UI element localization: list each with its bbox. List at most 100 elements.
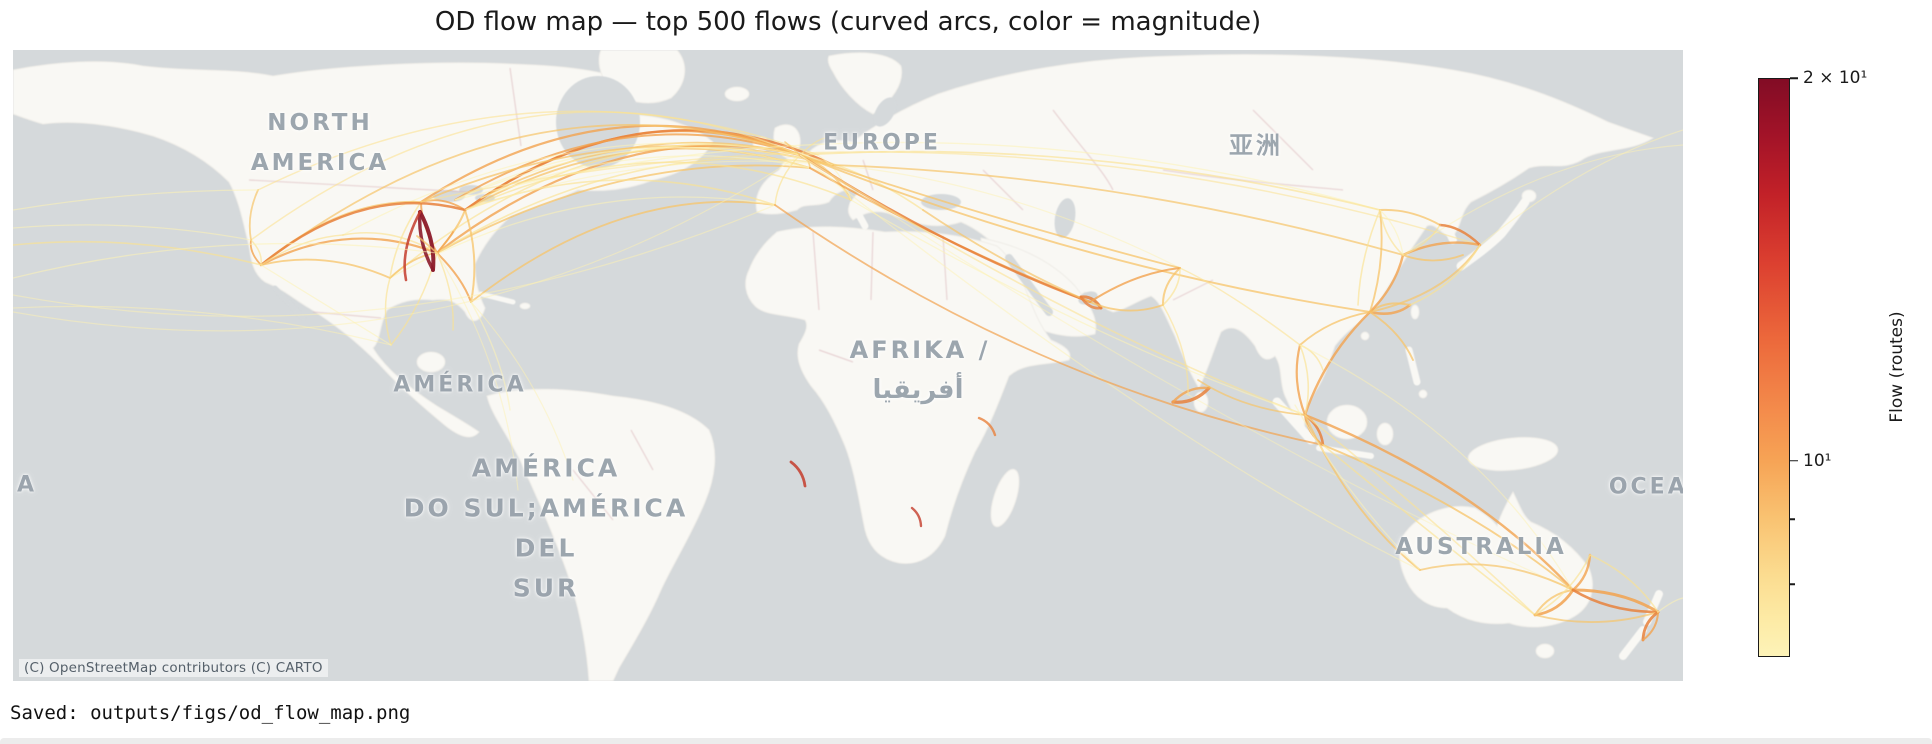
flow-arc xyxy=(1303,413,1575,592)
map-region-label: AFRIKA / xyxy=(849,336,991,364)
flow-arc xyxy=(259,237,439,267)
flow-arc xyxy=(419,124,802,204)
flow-arc xyxy=(1295,343,1307,417)
flow-arc xyxy=(420,151,1481,246)
water-baltic xyxy=(873,97,897,127)
colorbar-tick-label: 2 × 10¹ xyxy=(1803,68,1868,88)
flow-arcs-svg xyxy=(13,110,1683,642)
map-attribution: (C) OpenStreetMap contributors (C) CARTO xyxy=(19,659,328,677)
flow-arc xyxy=(13,154,801,332)
flow-arc xyxy=(389,196,776,279)
flow-arc xyxy=(1657,597,1683,613)
flow-arc xyxy=(1197,379,1306,416)
flow-arc xyxy=(784,141,801,156)
flow-arc xyxy=(1299,344,1574,591)
flow-arc xyxy=(1402,144,1683,256)
flow-arc xyxy=(436,231,454,254)
flow-arc xyxy=(1368,253,1405,314)
flow-arc xyxy=(260,124,801,266)
flow-arc xyxy=(403,210,422,282)
flow-arc xyxy=(850,199,1306,416)
flow-arc xyxy=(1641,610,1660,642)
flow-arc xyxy=(1171,386,1211,404)
flow-arc xyxy=(1299,311,1371,346)
flow-arc xyxy=(1299,344,1310,416)
colorbar-axis-label: Flow (routes) xyxy=(1887,311,1907,423)
flow-arc xyxy=(1369,209,1383,313)
flow-arc xyxy=(260,258,391,279)
colorbar-tick xyxy=(1790,518,1795,520)
flow-arc xyxy=(454,141,1381,211)
flow-arc xyxy=(922,209,1091,303)
flow-arc xyxy=(259,201,467,267)
landmass-japan xyxy=(1456,197,1530,271)
flow-arc xyxy=(1369,311,1414,361)
flow-arc xyxy=(250,111,801,241)
flow-arc xyxy=(384,277,392,346)
colorbar-tick-label: 10¹ xyxy=(1803,450,1832,471)
flow-arc xyxy=(480,155,811,199)
flow-arc xyxy=(774,204,1324,446)
flow-arc xyxy=(1379,209,1404,256)
flow-arc xyxy=(799,154,1371,313)
flow-arc xyxy=(436,252,519,491)
flow-arc xyxy=(1304,414,1536,616)
flow-arc xyxy=(1533,588,1575,617)
flow-arc xyxy=(1479,129,1683,246)
flow-arc xyxy=(1419,563,1574,591)
flow-arc xyxy=(799,154,1421,571)
flow-arc xyxy=(789,460,807,488)
flow-arc xyxy=(1571,588,1660,614)
flow-arc xyxy=(1369,244,1481,313)
colorbar-tick xyxy=(1790,459,1798,462)
basemap-svg xyxy=(13,50,1663,681)
colorbar-tick xyxy=(1790,583,1795,585)
flow-arc xyxy=(1304,414,1421,571)
flow-arc xyxy=(799,154,1574,591)
world-map: NORTH AMERICA EUROPE 亚洲 AFRIKA / أفريقيا AMÉRI… xyxy=(13,50,1683,681)
flow-arc xyxy=(1534,611,1659,623)
water-gulf-california xyxy=(272,285,306,321)
flow-arc xyxy=(418,210,436,272)
flow-arc xyxy=(1079,295,1103,310)
flow-arc xyxy=(1589,554,1659,613)
flow-arc xyxy=(1409,244,1481,306)
flow-arc xyxy=(1089,267,1181,303)
flow-arc xyxy=(342,232,438,254)
flow-arc xyxy=(1571,553,1592,592)
figure-title: OD flow map — top 500 flows (curved arcs… xyxy=(434,7,1262,37)
landmass-madagascar xyxy=(990,468,1020,528)
flow-arc xyxy=(260,264,392,346)
status-line: Saved: outputs/figs/od_flow_map.png xyxy=(10,702,411,724)
flow-arc xyxy=(257,110,819,191)
flow-arc xyxy=(1438,223,1482,247)
flow-arc xyxy=(13,204,776,317)
flow-arc xyxy=(910,506,923,528)
map-region-label: AUSTRALIA xyxy=(1395,534,1567,560)
flow-arc xyxy=(799,154,1306,416)
flow-arc xyxy=(470,301,511,411)
flow-arc xyxy=(1642,611,1659,641)
flow-arc xyxy=(799,137,826,156)
flow-arc xyxy=(1368,303,1412,315)
flow-arc xyxy=(470,200,776,303)
flow-arc xyxy=(1162,267,1181,306)
flow-arc xyxy=(248,189,259,241)
flow-arc xyxy=(13,189,259,211)
flow-arc xyxy=(416,235,438,254)
colorbar-gradient xyxy=(1758,78,1790,657)
flow-arc xyxy=(1379,208,1441,226)
flow-arc xyxy=(454,146,811,201)
admin-borders xyxy=(248,67,1344,521)
map-region-label: DEL xyxy=(514,533,578,563)
flow-arc xyxy=(436,252,472,303)
landmass-iceland xyxy=(724,86,750,102)
flow-arc xyxy=(1161,267,1181,306)
landmass-new-guinea xyxy=(1467,436,1559,472)
flow-arc xyxy=(1322,444,1536,616)
flow-arc xyxy=(1294,404,1421,571)
flow-arc xyxy=(799,154,1181,269)
landmass-italy xyxy=(849,200,869,230)
flow-arc xyxy=(977,416,997,437)
flow-arc xyxy=(817,154,852,201)
